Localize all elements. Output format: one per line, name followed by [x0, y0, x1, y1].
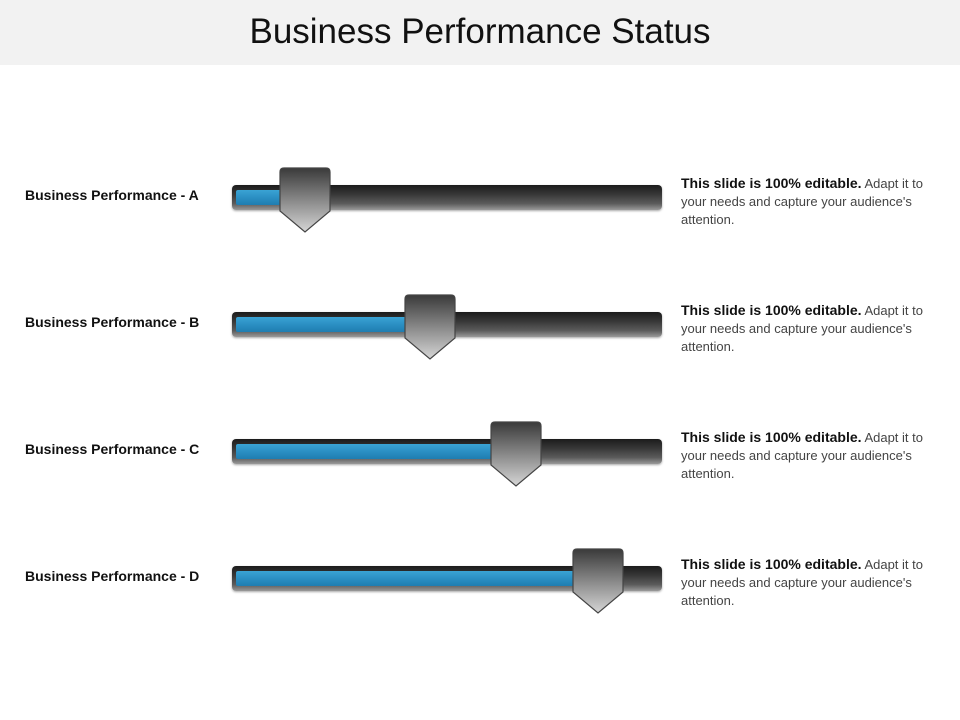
slider-description: This slide is 100% editable. Adapt it to…: [681, 555, 933, 610]
description-lead: This slide is 100% editable.: [681, 556, 862, 572]
description-text: Adapt it to your needs and capture your …: [681, 176, 923, 227]
description-lead: This slide is 100% editable.: [681, 302, 862, 318]
slider-row-a: Business Performance - A This slide is 1…: [0, 165, 960, 255]
description-text: Adapt it to your needs and capture your …: [681, 303, 923, 354]
slider-row-d: Business Performance - D This slide is 1…: [0, 546, 960, 636]
description-text: Adapt it to your needs and capture your …: [681, 557, 923, 608]
slider-label: Business Performance - B: [25, 314, 200, 330]
slider-fill: [236, 571, 598, 586]
description-lead: This slide is 100% editable.: [681, 429, 862, 445]
slider-label: Business Performance - A: [25, 187, 199, 203]
description-lead: This slide is 100% editable.: [681, 175, 862, 191]
slider-row-c: Business Performance - C This slide is 1…: [0, 419, 960, 509]
title-band: [0, 0, 960, 65]
slider-fill: [236, 444, 516, 459]
page-title: Business Performance Status: [249, 12, 711, 51]
slider-label: Business Performance - C: [25, 441, 200, 457]
slider-fill: [236, 317, 430, 332]
description-text: Adapt it to your needs and capture your …: [681, 430, 923, 481]
slider-description: This slide is 100% editable. Adapt it to…: [681, 174, 933, 229]
slider-track[interactable]: [232, 439, 662, 464]
slider-thumb[interactable]: [571, 548, 624, 614]
slider-description: This slide is 100% editable. Adapt it to…: [681, 428, 933, 483]
slider-description: This slide is 100% editable. Adapt it to…: [681, 301, 933, 356]
slider-thumb[interactable]: [404, 294, 456, 360]
slider-row-b: Business Performance - B This slide is 1…: [0, 292, 960, 382]
slider-thumb[interactable]: [279, 167, 331, 233]
slider-label: Business Performance - D: [25, 568, 200, 584]
slider-thumb[interactable]: [490, 421, 542, 487]
